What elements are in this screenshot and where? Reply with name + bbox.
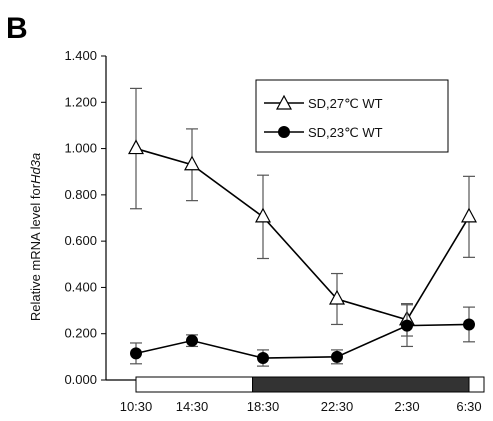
point-triangle	[183, 155, 201, 171]
y-tick-label: 0.800	[64, 187, 97, 202]
y-tick-label: 0.400	[64, 279, 97, 294]
point-circle	[401, 319, 413, 332]
y-tick-labels: 0.000 0.200 0.400 0.600 0.800 1.000 1.200 1.400	[64, 48, 97, 387]
light-period-segment	[135, 376, 254, 393]
x-tick-label: 18:30	[247, 399, 280, 414]
y-tick-label: 0.200	[64, 326, 97, 341]
legend-label-series-1: SD,27℃ WT	[308, 96, 383, 111]
x-tick-label: 22:30	[321, 399, 354, 414]
y-axis-label: Relative mRNA level forHd3a	[28, 153, 43, 321]
series-line	[135, 323, 470, 359]
series-line	[135, 147, 470, 321]
legend-box	[255, 79, 449, 153]
y-tick-label: 0.600	[64, 233, 97, 248]
y-tick-label: 1.000	[64, 141, 97, 156]
point-triangle	[328, 289, 346, 305]
point-circle	[331, 350, 343, 363]
point-circle	[257, 352, 269, 365]
point-circle	[186, 334, 198, 347]
y-tick-label: 1.200	[64, 94, 97, 109]
y-axis-label-gene: Hd3a	[28, 153, 43, 184]
y-axis-label-text: Relative mRNA level for	[28, 183, 43, 321]
legend: SD,27℃ WT SD,23℃ WT	[255, 79, 449, 153]
x-tick-label: 2:30	[394, 399, 419, 414]
point-triangle	[254, 207, 272, 223]
series-2	[130, 304, 475, 367]
dark-period-segment	[252, 376, 470, 393]
legend-marker-circle	[278, 126, 290, 138]
x-tick-label: 10:30	[120, 399, 153, 414]
point-triangle	[127, 139, 145, 155]
point-triangle	[460, 207, 478, 223]
legend-marker-triangle	[275, 94, 293, 110]
x-tick-label: 6:30	[456, 399, 481, 414]
y-tick-label: 1.400	[64, 48, 97, 63]
light-period-segment	[468, 376, 485, 393]
series-layer	[127, 87, 478, 367]
light-dark-bar	[135, 376, 485, 393]
x-tick-labels: 10:30 14:30 18:30 22:30 2:30 6:30	[120, 399, 482, 414]
svg-text:Relative mRNA level forHd3a: Relative mRNA level forHd3a	[28, 153, 43, 321]
legend-label-series-2: SD,23℃ WT	[308, 125, 383, 140]
y-tick-label: 0.000	[64, 372, 97, 387]
point-circle	[463, 318, 475, 331]
panel-label: B	[6, 12, 28, 45]
point-circle	[130, 347, 142, 360]
x-tick-label: 14:30	[176, 399, 209, 414]
